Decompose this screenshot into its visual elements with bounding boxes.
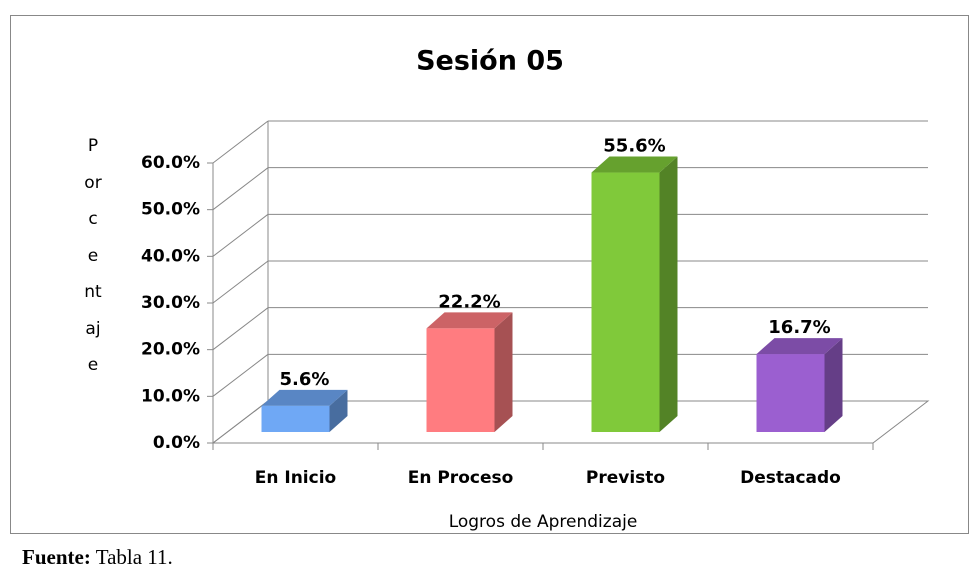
- y-tick-label: 20.0%: [141, 340, 200, 360]
- bar: [756, 354, 825, 432]
- y-tick-label: 10.0%: [141, 386, 200, 406]
- data-label: 16.7%: [768, 317, 830, 338]
- x-axis-title: Logros de Aprendizaje: [449, 512, 638, 532]
- y-tick-label: 40.0%: [141, 246, 200, 266]
- bar-side: [329, 389, 348, 432]
- data-label: 55.6%: [603, 136, 665, 157]
- source: Fuente: Tabla 11.: [22, 545, 173, 570]
- bar-side: [824, 338, 843, 432]
- data-label: 5.6%: [280, 369, 330, 390]
- bar-top: [756, 338, 843, 355]
- bar-top: [261, 389, 348, 406]
- bar: [591, 172, 660, 433]
- grid-line-side: [212, 353, 269, 397]
- bar-side: [494, 312, 513, 432]
- bar-side: [659, 156, 678, 433]
- grid-line-side: [212, 120, 269, 164]
- x-tick-label: Previsto: [586, 468, 665, 488]
- source-text: Tabla 11.: [95, 545, 173, 569]
- chart-title: Sesión 05: [416, 46, 564, 77]
- x-tick-label: En Proceso: [408, 468, 514, 488]
- bar-top: [591, 156, 678, 173]
- source-label: Fuente:: [22, 545, 91, 569]
- chart-border: [10, 15, 969, 534]
- grid-line-side: [212, 400, 269, 444]
- y-axis-title: Porcentaje: [84, 136, 102, 375]
- x-tick-label: En Inicio: [255, 468, 336, 488]
- x-tick-label: Destacado: [740, 468, 841, 488]
- grid-line-side: [212, 213, 269, 257]
- y-tick-label: 30.0%: [141, 293, 200, 313]
- y-tick-label: 50.0%: [141, 200, 200, 220]
- grid-line-side: [212, 260, 269, 304]
- bar-top: [426, 312, 513, 329]
- bar: [261, 405, 330, 432]
- y-tick-label: 60.0%: [141, 153, 200, 173]
- data-label: 22.2%: [438, 291, 500, 312]
- grid-line-side: [212, 167, 269, 211]
- bar: [426, 328, 495, 432]
- grid-line-side: [212, 307, 269, 351]
- y-tick-label: 0.0%: [153, 433, 200, 453]
